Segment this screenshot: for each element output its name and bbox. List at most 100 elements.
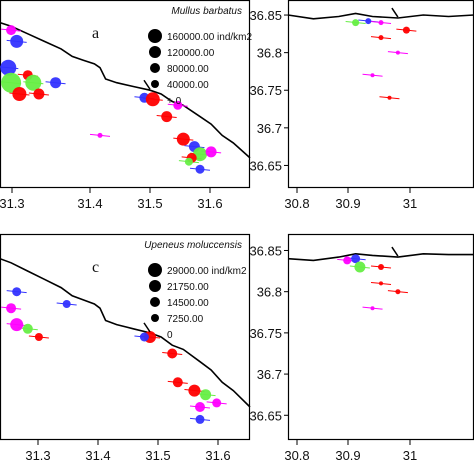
data-point [12, 287, 22, 297]
legend-label: 40000.00 [167, 80, 209, 91]
species-title: Mullus barbatus [171, 6, 242, 17]
panel-d: 30.8 30.9 31 36.85 36.8 36.75 36.7 36.65 [249, 233, 474, 463]
data-point [365, 18, 372, 25]
data-point [97, 132, 103, 138]
data-point [25, 74, 42, 91]
x-tick-label: 31 [403, 448, 417, 463]
x-tick-label: 30.8 [284, 448, 309, 463]
data-point [22, 323, 33, 334]
legend-symbol [149, 280, 161, 292]
data-point [1, 72, 22, 93]
data-point [354, 261, 366, 273]
coastline [287, 12, 474, 20]
legend-label: 160000.00 ind/km2 [167, 32, 253, 43]
data-point [200, 389, 212, 401]
legend-label: 80000.00 [167, 64, 209, 75]
river-arrow [143, 322, 151, 333]
legend-label: 21750.00 [167, 282, 209, 293]
data-point [402, 26, 410, 34]
data-point [184, 157, 193, 166]
x-tick-label: 31.3 [25, 448, 50, 463]
coastline [0, 257, 251, 408]
legend-symbol [150, 297, 160, 307]
data-point [370, 73, 375, 78]
y-tick-label: 36.7 [257, 367, 282, 382]
legend-label: + 0 [167, 96, 182, 107]
plot-frame [0, 233, 251, 441]
data-point [378, 264, 384, 270]
data-point [167, 348, 178, 359]
data-point [195, 414, 205, 424]
legend-label: 0 [167, 330, 173, 341]
x-tick-label: 31.3 [0, 196, 25, 211]
data-point [343, 256, 352, 265]
data-point [173, 100, 183, 110]
coastline [287, 252, 474, 262]
data-point [195, 164, 205, 174]
legend-symbol [151, 314, 159, 322]
river-arrow [391, 7, 399, 18]
plot-frame [287, 0, 474, 189]
legend-label: 14500.00 [167, 298, 209, 309]
legend-symbol [150, 63, 160, 73]
panel-b: 30.8 30.9 31 36.85 36.8 36.75 36.7 36.65 [249, 0, 474, 211]
x-tick-label: 31.4 [85, 448, 110, 463]
coastline [0, 21, 251, 159]
y-tick-label: 36.85 [249, 8, 282, 23]
data-point [139, 332, 149, 342]
data-point [172, 377, 183, 388]
data-point [205, 146, 217, 158]
data-point [6, 303, 17, 314]
x-tick-label: 30.9 [335, 448, 360, 463]
data-point [351, 254, 361, 264]
data-point [378, 20, 384, 26]
x-tick-label: 31.6 [205, 448, 230, 463]
river-arrow [143, 79, 151, 90]
y-tick-label: 36.8 [257, 46, 282, 61]
data-point [387, 95, 392, 100]
data-point [10, 34, 24, 48]
species-title: Upeneus moluccensis [144, 240, 242, 251]
data-point [145, 92, 160, 107]
x-tick-label: 30.8 [284, 196, 309, 211]
legend-symbol [148, 263, 162, 277]
panel-letter: c [92, 259, 99, 276]
data-point [378, 35, 384, 41]
x-tick-label: 31.5 [137, 196, 162, 211]
y-tick-label: 36.65 [249, 408, 282, 423]
data-point [352, 19, 360, 27]
data-point [379, 281, 383, 286]
data-point [212, 398, 222, 408]
data-point [10, 318, 24, 332]
panel-c: 31.3 31.4 31.5 31.6 Upeneus moluccensis c 2900… [0, 233, 251, 463]
data-point [12, 87, 27, 101]
x-tick-label: 31.5 [145, 448, 170, 463]
legend-symbol [148, 29, 162, 43]
data-point [395, 50, 400, 55]
panel-a: 31.3 31.4 31.5 31.6 Mullus barbatus a 160000.0… [0, 0, 253, 211]
data-point [33, 88, 45, 100]
y-tick-label: 36.7 [257, 121, 282, 136]
data-point [6, 25, 17, 36]
plot-frame [0, 0, 251, 189]
data-point [50, 77, 62, 89]
data-point [176, 132, 190, 146]
legend-symbol [149, 46, 161, 58]
legend-label: 7250.00 [167, 314, 204, 325]
data-point [62, 300, 71, 308]
data-point [395, 289, 401, 295]
y-tick-label: 36.75 [249, 326, 282, 341]
x-tick-label: 31.4 [77, 196, 102, 211]
data-point [0, 59, 17, 76]
x-tick-label: 30.9 [335, 196, 360, 211]
y-tick-label: 36.85 [249, 243, 282, 258]
data-point [195, 402, 205, 412]
x-tick-label: 31.6 [197, 196, 222, 211]
data-point [370, 306, 375, 311]
river-arrow [391, 246, 399, 257]
y-tick-label: 36.65 [249, 158, 282, 173]
data-point [34, 333, 43, 341]
legend-label: 120000.00 [167, 48, 215, 59]
y-tick-label: 36.8 [257, 285, 282, 300]
